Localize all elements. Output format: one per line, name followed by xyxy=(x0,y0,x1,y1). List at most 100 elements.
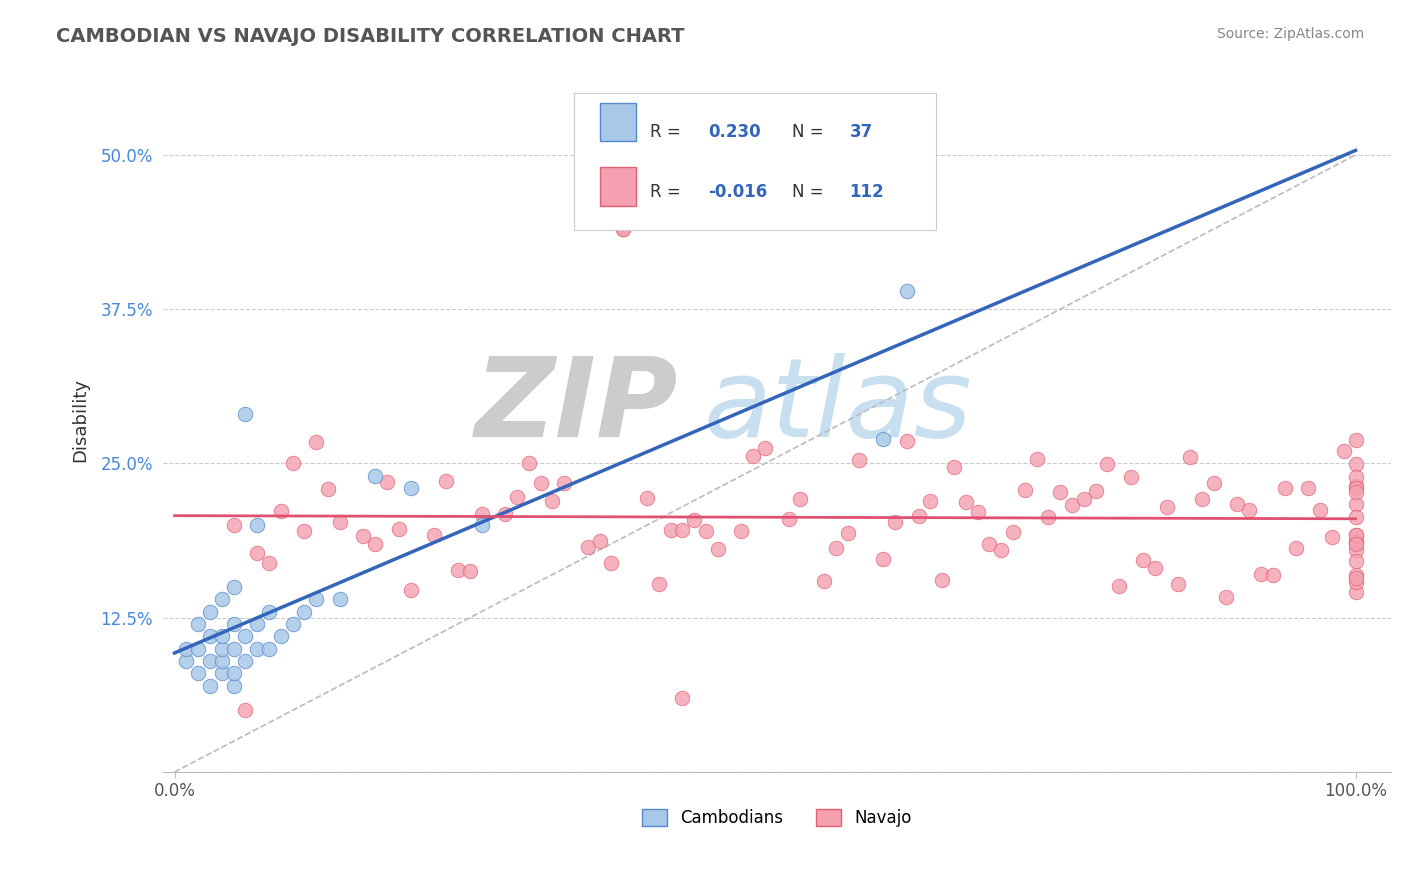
Point xyxy=(235,629,257,643)
Point xyxy=(824,541,846,556)
Point xyxy=(246,641,269,656)
Point xyxy=(447,563,470,577)
Point xyxy=(388,522,411,536)
Point xyxy=(222,666,245,681)
Point xyxy=(648,577,671,591)
Point xyxy=(294,524,316,539)
Point xyxy=(707,542,730,557)
Point xyxy=(211,592,233,607)
Point xyxy=(235,654,257,668)
Point xyxy=(198,679,221,693)
Point xyxy=(235,407,257,421)
Point xyxy=(1250,566,1272,581)
Point xyxy=(872,552,894,566)
Point xyxy=(1119,469,1142,483)
Point xyxy=(541,494,564,508)
Point xyxy=(1344,571,1367,585)
Point xyxy=(187,641,209,656)
Point xyxy=(589,534,612,549)
Point xyxy=(423,528,446,542)
Point xyxy=(1344,537,1367,551)
Point xyxy=(1344,575,1367,590)
Point xyxy=(695,524,717,538)
Point xyxy=(434,474,457,488)
Point xyxy=(1344,479,1367,493)
Point xyxy=(187,616,209,631)
Point xyxy=(1344,553,1367,567)
Point xyxy=(1191,491,1213,506)
Point xyxy=(399,582,422,597)
Point xyxy=(1320,530,1343,544)
Point xyxy=(1073,491,1095,506)
Point xyxy=(364,537,387,551)
Point xyxy=(270,504,292,518)
Point xyxy=(813,574,835,588)
Y-axis label: Disability: Disability xyxy=(72,378,89,462)
Point xyxy=(211,641,233,656)
Point xyxy=(1215,590,1237,604)
Point xyxy=(246,518,269,533)
Point xyxy=(1143,561,1166,575)
Point xyxy=(198,654,221,668)
Point xyxy=(281,616,304,631)
Text: CAMBODIAN VS NAVAJO DISABILITY CORRELATION CHART: CAMBODIAN VS NAVAJO DISABILITY CORRELATI… xyxy=(56,27,685,45)
Point xyxy=(671,523,693,537)
Point xyxy=(375,475,398,490)
Point xyxy=(730,524,752,538)
Point xyxy=(896,434,918,449)
Point xyxy=(942,459,965,474)
Point xyxy=(1344,568,1367,582)
Point xyxy=(257,556,280,570)
Point xyxy=(612,222,634,236)
Point xyxy=(471,507,494,521)
Point xyxy=(329,515,352,529)
Point xyxy=(494,507,516,521)
Point xyxy=(1167,577,1189,591)
Point xyxy=(176,641,198,656)
Point xyxy=(612,222,634,236)
Point xyxy=(1038,510,1060,524)
Point xyxy=(896,284,918,298)
Point xyxy=(1344,481,1367,495)
Point xyxy=(848,453,870,467)
Point xyxy=(789,492,811,507)
Point xyxy=(1097,457,1119,471)
Point xyxy=(257,641,280,656)
Point xyxy=(1344,457,1367,471)
Point xyxy=(1261,567,1284,582)
Point xyxy=(754,441,776,455)
Point xyxy=(600,556,623,570)
Point xyxy=(211,666,233,681)
Point xyxy=(1060,498,1083,512)
Point xyxy=(305,434,328,449)
Point xyxy=(931,573,953,587)
Point xyxy=(1344,485,1367,500)
Text: atlas: atlas xyxy=(703,352,972,459)
Point xyxy=(979,537,1001,551)
Point xyxy=(517,456,540,470)
Point xyxy=(1344,497,1367,511)
Point xyxy=(329,592,352,607)
Point xyxy=(1226,497,1249,511)
Point xyxy=(222,679,245,693)
Point xyxy=(1344,510,1367,524)
Point xyxy=(1344,528,1367,542)
Point xyxy=(966,505,988,519)
Point xyxy=(636,491,658,505)
Point xyxy=(176,654,198,668)
Point xyxy=(1344,543,1367,558)
Point xyxy=(235,703,257,717)
Point xyxy=(1132,553,1154,567)
Point xyxy=(222,616,245,631)
Point xyxy=(399,481,422,495)
Point xyxy=(1084,483,1107,498)
Point xyxy=(1237,503,1260,517)
Point xyxy=(530,475,553,490)
Point xyxy=(1014,483,1036,497)
Point xyxy=(353,529,375,543)
Text: ZIP: ZIP xyxy=(475,352,679,459)
Point xyxy=(1001,525,1024,540)
Point xyxy=(246,546,269,560)
Point xyxy=(883,515,905,529)
Point xyxy=(1025,451,1047,466)
